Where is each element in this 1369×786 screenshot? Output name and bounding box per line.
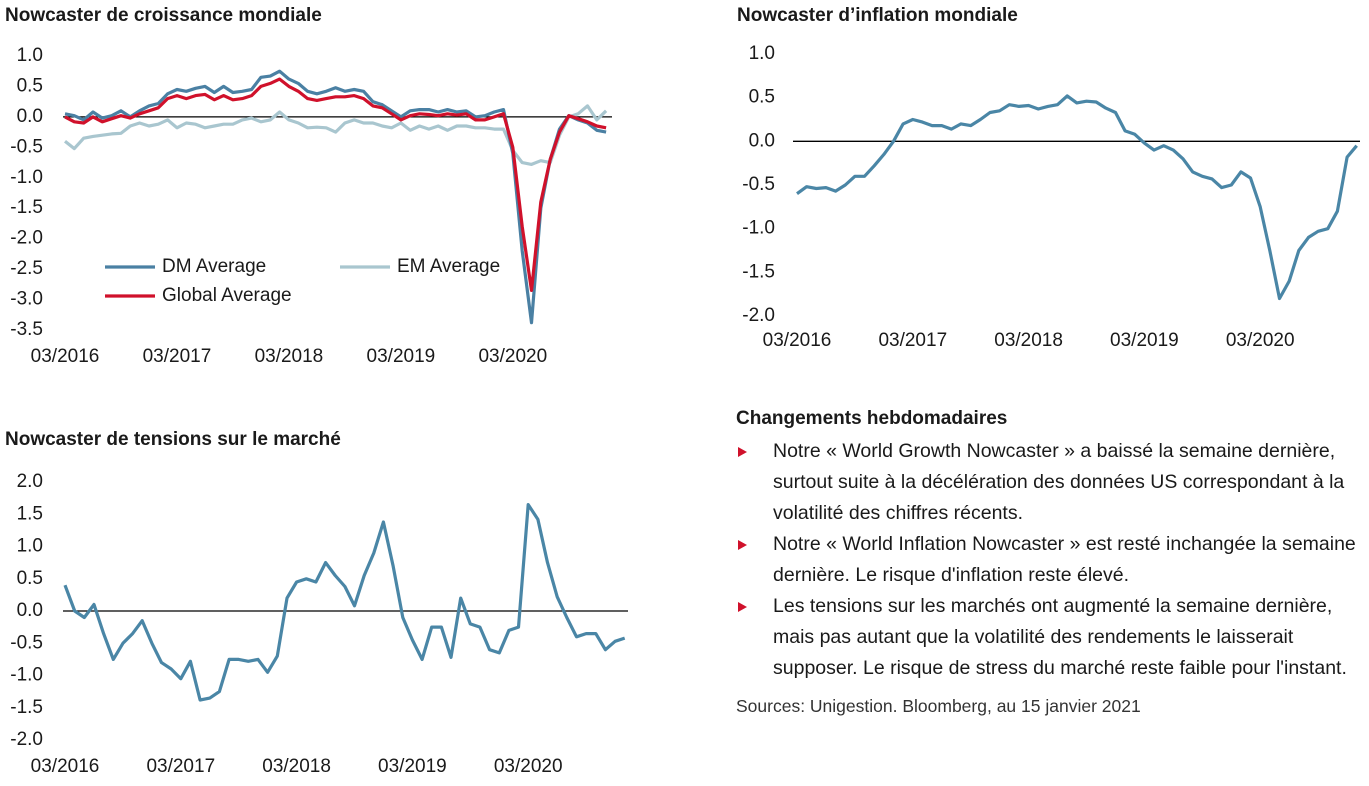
data-line bbox=[64, 69, 607, 325]
legend-label: Global Average bbox=[162, 285, 292, 306]
data-line bbox=[63, 503, 626, 702]
x-tick-label: 03/2017 bbox=[878, 330, 947, 351]
y-tick-label: 1.0 bbox=[749, 43, 775, 64]
y-tick-label: 1.5 bbox=[17, 503, 43, 524]
x-tick-label: 03/2020 bbox=[478, 346, 547, 367]
y-tick-label: 1.0 bbox=[17, 536, 43, 557]
y-tick-label: -2.0 bbox=[742, 305, 775, 326]
chart-title: Nowcaster d’inflation mondiale bbox=[737, 5, 1018, 26]
x-tick-label: 03/2016 bbox=[763, 330, 832, 351]
y-tick-label: 0.0 bbox=[749, 130, 775, 151]
y-tick-label: -1.0 bbox=[742, 218, 775, 239]
note-item: Les tensions sur les marchés ont augment… bbox=[736, 591, 1366, 684]
chart-title: Nowcaster de tensions sur le marché bbox=[5, 429, 341, 450]
y-tick-label: -0.5 bbox=[742, 174, 775, 195]
y-tick-label: -0.5 bbox=[10, 632, 43, 653]
x-tick-label: 03/2016 bbox=[31, 346, 100, 367]
x-tick-label: 03/2018 bbox=[994, 330, 1063, 351]
data-line bbox=[64, 77, 607, 292]
legend-label: DM Average bbox=[162, 256, 266, 277]
y-tick-label: 2.0 bbox=[17, 471, 43, 492]
notes-title: Changements hebdomadaires bbox=[736, 408, 1008, 429]
y-tick-label: 1.0 bbox=[17, 45, 43, 66]
x-tick-label: 03/2018 bbox=[255, 346, 324, 367]
note-item: Notre « World Inflation Nowcaster » est … bbox=[736, 529, 1366, 591]
y-tick-label: -1.0 bbox=[10, 167, 43, 188]
notes: Changements hebdomadaires Notre « World … bbox=[736, 408, 1366, 717]
legend-label: EM Average bbox=[397, 256, 500, 277]
y-tick-label: -0.5 bbox=[10, 136, 43, 157]
y-tick-label: -1.5 bbox=[742, 261, 775, 282]
x-tick-label: 03/2019 bbox=[367, 346, 436, 367]
data-line bbox=[64, 104, 608, 166]
x-tick-label: 03/2017 bbox=[146, 756, 215, 777]
y-tick-label: -1.5 bbox=[10, 197, 43, 218]
x-tick-label: 03/2016 bbox=[31, 756, 100, 777]
note-item: Notre « World Growth Nowcaster » a baiss… bbox=[736, 436, 1366, 529]
y-tick-label: -3.5 bbox=[10, 319, 43, 340]
y-tick-label: -1.0 bbox=[10, 665, 43, 686]
data-line bbox=[796, 94, 1358, 301]
x-tick-label: 03/2019 bbox=[1110, 330, 1179, 351]
y-tick-label: 0.5 bbox=[17, 568, 43, 589]
y-tick-label: 0.0 bbox=[17, 600, 43, 621]
x-tick-label: 03/2020 bbox=[1226, 330, 1295, 351]
x-tick-label: 03/2019 bbox=[378, 756, 447, 777]
y-tick-label: 0.5 bbox=[17, 75, 43, 96]
x-tick-label: 03/2020 bbox=[494, 756, 563, 777]
notes-list: Notre « World Growth Nowcaster » a baiss… bbox=[736, 436, 1366, 684]
source: Sources: Unigestion. Bloomberg, au 15 ja… bbox=[736, 696, 1141, 716]
x-tick-label: 03/2017 bbox=[143, 346, 212, 367]
y-tick-label: -2.0 bbox=[10, 228, 43, 249]
chart-title: Nowcaster de croissance mondiale bbox=[5, 5, 322, 26]
y-tick-label: -1.5 bbox=[10, 697, 43, 718]
x-tick-label: 03/2018 bbox=[262, 756, 331, 777]
y-tick-label: -2.0 bbox=[10, 729, 43, 750]
y-tick-label: 0.5 bbox=[749, 87, 775, 108]
y-tick-label: -2.5 bbox=[10, 258, 43, 279]
y-tick-label: 0.0 bbox=[17, 106, 43, 127]
y-tick-label: -3.0 bbox=[10, 289, 43, 310]
